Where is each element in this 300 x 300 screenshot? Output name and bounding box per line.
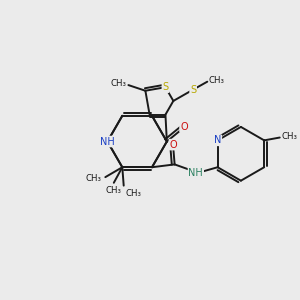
Text: CH₃: CH₃	[106, 186, 122, 195]
Text: CH₃: CH₃	[110, 79, 126, 88]
Text: CH₃: CH₃	[209, 76, 225, 85]
Text: CH₃: CH₃	[86, 174, 102, 183]
Text: O: O	[180, 122, 188, 131]
Text: N: N	[214, 135, 221, 146]
Text: NH: NH	[188, 168, 203, 178]
Text: NH: NH	[100, 136, 115, 146]
Text: S: S	[162, 82, 169, 92]
Text: S: S	[190, 85, 196, 94]
Text: CH₃: CH₃	[281, 133, 297, 142]
Text: O: O	[169, 140, 177, 150]
Text: CH₃: CH₃	[125, 189, 141, 198]
